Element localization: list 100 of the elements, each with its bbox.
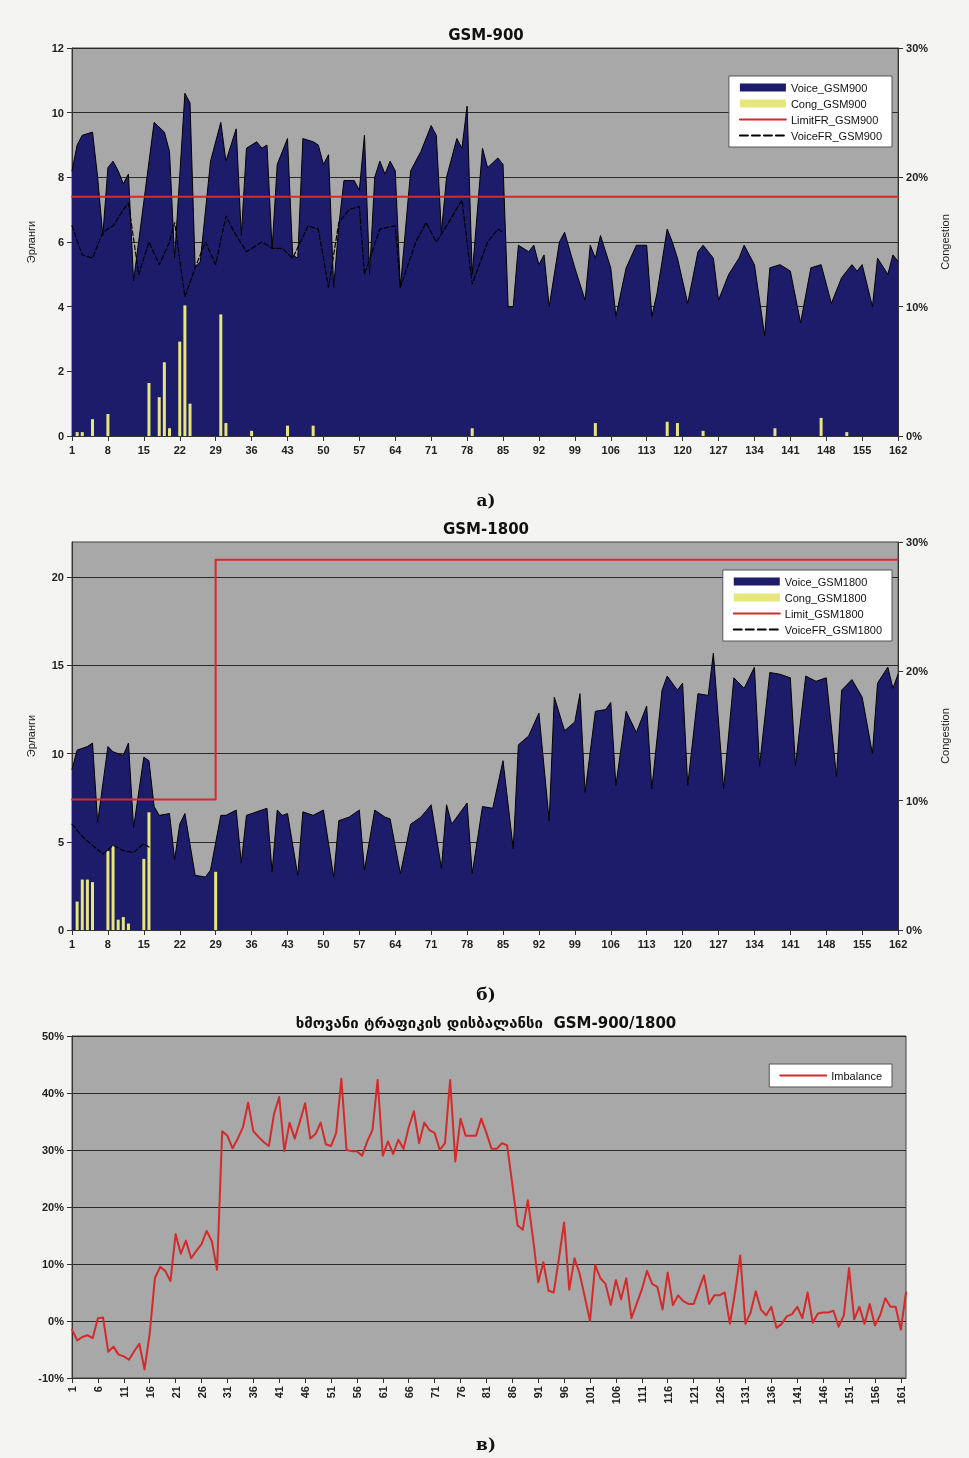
- y-tick-label: 20: [51, 571, 64, 584]
- y-tick-label: 5: [57, 835, 64, 848]
- x-tick-label: 148: [817, 443, 836, 456]
- x-tick-label: 50: [317, 443, 330, 456]
- x-tick-label: 15: [137, 937, 150, 950]
- x-tick-label: 141: [781, 937, 800, 950]
- x-tick-label: 85: [496, 443, 510, 456]
- legend-label: VoiceFR_GSM1800: [784, 623, 882, 636]
- y2-tick-label: 10%: [906, 794, 929, 807]
- bar: [183, 305, 187, 436]
- x-tick-label: 61: [376, 1386, 389, 1399]
- y-tick-label: 40%: [41, 1087, 65, 1099]
- x-tick-label: 134: [745, 937, 765, 950]
- chart-title: ხმოვანი ტრაფიკის დისბალანსი GSM-900/1800: [295, 1013, 677, 1032]
- text: в): [476, 1433, 496, 1454]
- x-tick-label: 51: [325, 1386, 338, 1399]
- x-tick-label: 162: [888, 937, 908, 950]
- bar: [224, 423, 228, 436]
- chart-title: GSM-900: [448, 25, 524, 44]
- y-tick-label: 0: [57, 430, 64, 442]
- legend-label: Limit_GSM1800: [784, 607, 864, 620]
- bar: [286, 425, 289, 436]
- x-tick-label: 134: [745, 443, 765, 456]
- x-tick-label: 36: [247, 1386, 260, 1399]
- bar: [773, 428, 777, 436]
- bar: [311, 425, 315, 436]
- x-tick-label: 151: [843, 1386, 856, 1405]
- legend-label: Cong_GSM900: [790, 97, 867, 110]
- x-tick-label: 50: [317, 937, 330, 950]
- x-tick-label: 120: [673, 443, 692, 456]
- x-tick-label: 15: [137, 443, 150, 456]
- bar: [219, 314, 223, 436]
- y-tick-label: 15: [51, 659, 64, 672]
- bar: [167, 428, 171, 436]
- x-tick-label: 96: [558, 1386, 571, 1399]
- x-tick-label: 141: [791, 1386, 804, 1405]
- x-tick-label: 6: [91, 1386, 104, 1393]
- bar: [675, 423, 679, 436]
- bar: [142, 858, 146, 930]
- x-tick-label: 156: [868, 1386, 881, 1405]
- x-tick-label: 92: [532, 937, 546, 950]
- x-tick-label: 36: [245, 937, 258, 950]
- x-tick-label: 78: [460, 937, 474, 950]
- y-tick-label: -10%: [38, 1372, 65, 1384]
- y2-tick-label: 0%: [906, 924, 923, 936]
- x-tick-label: 26: [195, 1386, 208, 1399]
- y2-axis-title: Congestion: [938, 708, 951, 764]
- x-tick-label: 8: [104, 443, 111, 456]
- text: а): [476, 489, 496, 510]
- x-tick-label: 85: [496, 937, 510, 950]
- x-tick-label: 148: [817, 937, 836, 950]
- x-tick-label: 99: [568, 937, 581, 950]
- legend-label: VoiceFR_GSM900: [790, 129, 883, 142]
- y-tick-label: 30%: [41, 1144, 65, 1156]
- x-tick-label: 127: [709, 937, 728, 950]
- x-tick-label: 81: [480, 1386, 493, 1399]
- y-tick-label: 10: [51, 106, 64, 119]
- line-series: [71, 823, 150, 855]
- x-tick-label: 22: [173, 443, 186, 456]
- x-tick-label: 113: [637, 443, 656, 456]
- bar: [701, 430, 705, 436]
- bar: [178, 341, 182, 436]
- x-tick-label: 111: [635, 1386, 648, 1404]
- x-tick-label: 106: [601, 443, 620, 456]
- bar: [111, 845, 115, 930]
- x-tick-label: 11: [117, 1386, 130, 1398]
- y-tick-label: 2: [57, 365, 64, 378]
- x-tick-label: 71: [425, 937, 438, 950]
- x-tick-label: 127: [709, 443, 728, 456]
- x-tick-label: 101: [584, 1386, 597, 1405]
- bar: [121, 917, 125, 930]
- x-tick-label: 78: [460, 443, 474, 456]
- x-tick-label: 113: [637, 937, 656, 950]
- x-tick-label: 57: [353, 443, 366, 456]
- bar: [250, 430, 254, 436]
- bar: [147, 812, 151, 930]
- text: б): [476, 983, 496, 1004]
- bar: [91, 882, 95, 930]
- x-tick-label: 131: [739, 1386, 752, 1405]
- y-tick-label: 4: [57, 300, 65, 313]
- x-tick-label: 121: [687, 1386, 700, 1405]
- bar: [85, 879, 89, 930]
- x-tick-label: 91: [532, 1386, 545, 1399]
- bar: [106, 414, 110, 436]
- x-tick-label: 86: [506, 1386, 519, 1399]
- bar: [157, 397, 161, 436]
- y-axis-title: Эрланги: [24, 714, 37, 758]
- y2-tick-label: 0%: [906, 430, 923, 442]
- x-tick-label: 29: [209, 937, 222, 950]
- x-tick-label: 16: [143, 1386, 156, 1399]
- x-tick-label: 21: [169, 1386, 182, 1399]
- bar: [188, 403, 192, 436]
- x-tick-label: 43: [281, 937, 294, 950]
- x-tick-label: 116: [661, 1386, 674, 1404]
- x-tick-label: 162: [888, 443, 908, 456]
- x-tick-label: 1: [68, 443, 76, 456]
- x-tick-label: 57: [353, 937, 366, 950]
- bar: [106, 851, 110, 930]
- x-tick-label: 155: [852, 443, 872, 456]
- bar: [80, 879, 84, 930]
